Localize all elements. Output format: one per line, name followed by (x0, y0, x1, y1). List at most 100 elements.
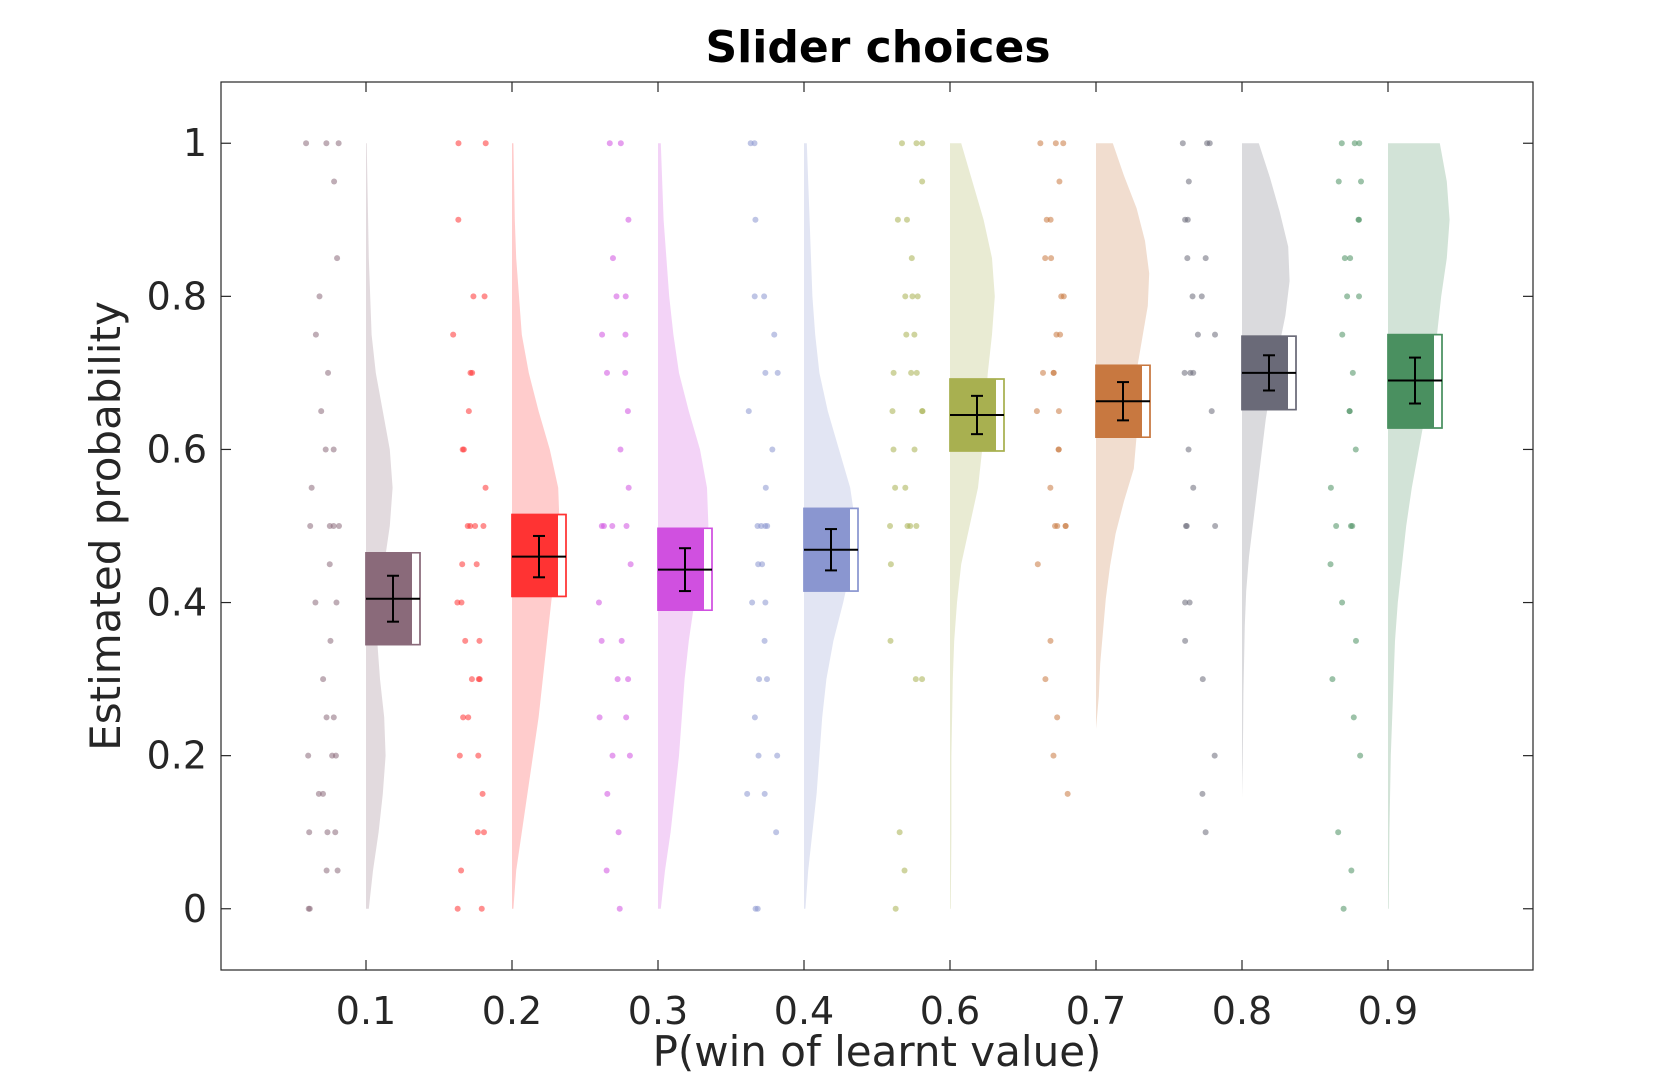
data-point (774, 369, 781, 376)
data-point (1346, 408, 1353, 415)
data-point (1335, 829, 1342, 836)
data-point (468, 676, 475, 683)
data-point (1199, 790, 1206, 797)
data-point (762, 484, 769, 491)
data-point (603, 867, 610, 874)
data-point (1341, 255, 1348, 262)
data-point (320, 676, 327, 683)
data-point (1338, 140, 1345, 147)
density-cloud (1096, 143, 1150, 794)
data-point (887, 523, 894, 529)
data-point (1189, 293, 1196, 300)
data-point (913, 369, 920, 376)
data-point (751, 140, 758, 147)
plot-frame (220, 81, 1534, 971)
data-point (305, 905, 312, 912)
data-point (617, 446, 624, 453)
data-point (335, 140, 342, 147)
data-point (773, 829, 780, 836)
data-point (1182, 216, 1189, 223)
data-point (604, 790, 611, 797)
data-point (1349, 369, 1356, 376)
data-point (1329, 676, 1336, 683)
data-point (1186, 599, 1193, 606)
data-point (1327, 561, 1334, 568)
data-point (745, 408, 752, 415)
data-point (1034, 561, 1041, 568)
data-point (623, 523, 630, 529)
data-point (1185, 446, 1192, 453)
data-point (460, 714, 467, 721)
data-point (1050, 369, 1057, 376)
data-point (887, 637, 894, 644)
data-point (1042, 255, 1049, 262)
data-point (1056, 178, 1063, 185)
data-point (1350, 714, 1357, 721)
data-point (465, 408, 472, 415)
data-point (919, 178, 926, 185)
data-point (467, 523, 474, 529)
data-point (1356, 140, 1363, 147)
y-tick-label: 1 (183, 121, 207, 165)
data-point (749, 599, 756, 606)
data-point (1043, 216, 1050, 223)
data-point (622, 293, 629, 300)
data-point (330, 714, 337, 721)
data-point (1352, 637, 1359, 644)
data-point (1182, 523, 1189, 529)
data-point (324, 829, 331, 836)
data-point (919, 408, 926, 415)
data-point (323, 867, 330, 874)
data-point (1185, 178, 1192, 185)
data-point (1055, 408, 1062, 415)
data-point (1202, 829, 1209, 836)
data-point (1033, 408, 1040, 415)
x-tick-label: 0.6 (920, 989, 980, 1033)
data-point (332, 829, 339, 836)
data-point (1340, 905, 1347, 912)
data-point (1040, 369, 1047, 376)
data-point (595, 599, 602, 606)
y-tick-label: 0 (183, 887, 207, 931)
data-point (758, 523, 765, 529)
data-point (909, 293, 916, 300)
data-point (322, 446, 329, 453)
data-point (1184, 255, 1191, 262)
data-point (1333, 523, 1340, 529)
box-border (511, 513, 567, 598)
data-point (625, 676, 632, 683)
data-point (307, 523, 314, 529)
data-point (482, 484, 489, 491)
data-point (459, 561, 466, 568)
data-point (896, 829, 903, 836)
data-point (761, 293, 768, 300)
data-point (303, 140, 310, 147)
data-point (911, 331, 918, 338)
data-point (475, 752, 482, 759)
data-point (482, 140, 489, 147)
x-tick-label: 0.9 (1358, 989, 1418, 1033)
data-point (752, 905, 759, 912)
data-point (613, 293, 620, 300)
data-point (763, 676, 770, 683)
density-cloud (1242, 143, 1290, 833)
data-point (622, 331, 629, 338)
data-point (480, 829, 487, 836)
data-point (1062, 523, 1069, 529)
x-axis: 0.1 0.2 0.3 0.4 0.6 0.7 0.8 0.9 (336, 82, 1418, 1033)
raincloud-group (450, 140, 567, 912)
y-tick-label: 0.6 (147, 427, 207, 471)
data-point (469, 369, 476, 376)
data-point (617, 140, 624, 147)
data-point (1064, 790, 1071, 797)
data-point (330, 446, 337, 453)
data-point (1053, 331, 1060, 338)
data-point (1190, 484, 1197, 491)
data-point (316, 293, 323, 300)
data-point (312, 599, 319, 606)
density-cloud (658, 143, 709, 909)
data-point (1199, 676, 1206, 683)
data-point (1339, 331, 1346, 338)
data-point (609, 255, 616, 262)
data-point (1060, 293, 1067, 300)
